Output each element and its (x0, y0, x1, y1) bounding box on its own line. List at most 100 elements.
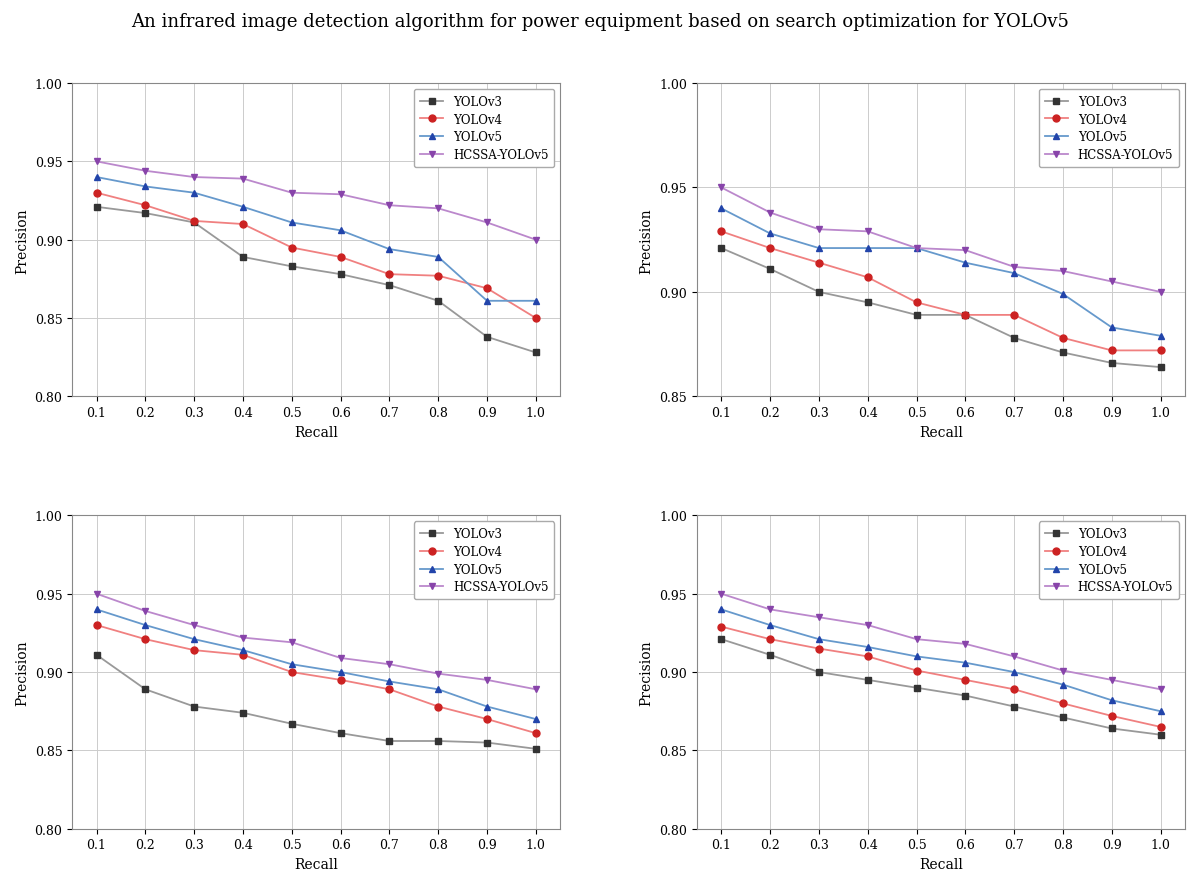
Line: YOLOv3: YOLOv3 (718, 636, 1164, 738)
Line: YOLOv3: YOLOv3 (718, 245, 1164, 371)
Legend: YOLOv3, YOLOv4, YOLOv5, HCSSA-YOLOv5: YOLOv3, YOLOv4, YOLOv5, HCSSA-YOLOv5 (1039, 522, 1180, 600)
HCSSA-YOLOv5 (284, 637, 299, 648)
Legend: YOLOv3, YOLOv4, YOLOv5, HCSSA-YOLOv5: YOLOv3, YOLOv4, YOLOv5, HCSSA-YOLOv5 (414, 89, 554, 167)
Line: YOLOv4: YOLOv4 (718, 624, 1164, 731)
YOLOv3 (529, 743, 544, 754)
HCSSA-YOLOv5 (1056, 267, 1070, 277)
YOLOv3 (383, 281, 397, 291)
YOLOv3 (187, 702, 202, 712)
YOLOv5 (284, 659, 299, 670)
YOLOv4 (958, 310, 972, 321)
Line: YOLOv5: YOLOv5 (718, 206, 1164, 340)
YOLOv5 (1153, 706, 1168, 717)
YOLOv5 (763, 229, 778, 239)
YOLOv3 (284, 719, 299, 729)
YOLOv3 (763, 649, 778, 660)
YOLOv4 (1056, 333, 1070, 344)
HCSSA-YOLOv5 (1007, 262, 1021, 273)
HCSSA-YOLOv5 (860, 620, 875, 631)
HCSSA-YOLOv5 (811, 225, 826, 236)
HCSSA-YOLOv5 (235, 174, 250, 184)
YOLOv3 (958, 310, 972, 321)
YOLOv5 (860, 244, 875, 254)
YOLOv4 (1153, 722, 1168, 733)
YOLOv5 (334, 226, 348, 237)
YOLOv4 (284, 667, 299, 678)
YOLOv5 (714, 604, 728, 615)
HCSSA-YOLOv5 (529, 235, 544, 245)
YOLOv5 (763, 620, 778, 631)
Y-axis label: Precision: Precision (16, 640, 29, 705)
YOLOv4 (89, 620, 103, 631)
YOLOv5 (284, 218, 299, 229)
HCSSA-YOLOv5 (1104, 675, 1118, 686)
YOLOv3 (383, 736, 397, 747)
HCSSA-YOLOv5 (529, 684, 544, 695)
YOLOv5 (529, 714, 544, 725)
HCSSA-YOLOv5 (958, 245, 972, 256)
YOLOv4 (1007, 684, 1021, 695)
YOLOv3 (811, 667, 826, 678)
Text: An infrared image detection algorithm for power equipment based on search optimi: An infrared image detection algorithm fo… (131, 13, 1069, 31)
YOLOv3 (89, 649, 103, 660)
YOLOv5 (1056, 290, 1070, 300)
YOLOv5 (431, 253, 445, 263)
YOLOv5 (1104, 696, 1118, 706)
YOLOv3 (714, 634, 728, 645)
YOLOv4 (138, 634, 152, 645)
HCSSA-YOLOv5 (480, 218, 494, 229)
YOLOv3 (714, 244, 728, 254)
HCSSA-YOLOv5 (860, 227, 875, 237)
YOLOv4 (1007, 310, 1021, 321)
YOLOv5 (431, 684, 445, 695)
Line: YOLOv3: YOLOv3 (94, 204, 539, 356)
Line: HCSSA-YOLOv5: HCSSA-YOLOv5 (94, 591, 539, 693)
YOLOv5 (714, 204, 728, 214)
HCSSA-YOLOv5 (138, 606, 152, 617)
HCSSA-YOLOv5 (811, 612, 826, 623)
HCSSA-YOLOv5 (714, 589, 728, 600)
HCSSA-YOLOv5 (1007, 651, 1021, 662)
YOLOv4 (89, 188, 103, 198)
YOLOv5 (89, 604, 103, 615)
Line: YOLOv4: YOLOv4 (94, 622, 539, 737)
YOLOv3 (431, 736, 445, 747)
X-axis label: Recall: Recall (919, 857, 962, 871)
Legend: YOLOv3, YOLOv4, YOLOv5, HCSSA-YOLOv5: YOLOv3, YOLOv4, YOLOv5, HCSSA-YOLOv5 (1039, 89, 1180, 167)
YOLOv4 (138, 201, 152, 212)
YOLOv5 (1153, 331, 1168, 342)
HCSSA-YOLOv5 (431, 204, 445, 214)
YOLOv3 (334, 728, 348, 739)
HCSSA-YOLOv5 (89, 157, 103, 167)
YOLOv4 (910, 665, 924, 676)
HCSSA-YOLOv5 (138, 167, 152, 177)
YOLOv5 (235, 202, 250, 213)
X-axis label: Recall: Recall (919, 425, 962, 439)
YOLOv4 (334, 253, 348, 263)
Y-axis label: Precision: Precision (640, 207, 654, 273)
YOLOv3 (763, 264, 778, 275)
YOLOv4 (860, 273, 875, 284)
YOLOv3 (431, 296, 445, 307)
YOLOv3 (187, 218, 202, 229)
YOLOv3 (480, 332, 494, 343)
HCSSA-YOLOv5 (284, 188, 299, 198)
X-axis label: Recall: Recall (294, 425, 338, 439)
YOLOv4 (235, 220, 250, 230)
YOLOv5 (910, 651, 924, 662)
YOLOv5 (529, 296, 544, 307)
X-axis label: Recall: Recall (294, 857, 338, 871)
YOLOv3 (89, 202, 103, 213)
YOLOv3 (235, 708, 250, 719)
Line: HCSSA-YOLOv5: HCSSA-YOLOv5 (94, 159, 539, 244)
YOLOv4 (860, 651, 875, 662)
YOLOv4 (187, 216, 202, 227)
YOLOv4 (187, 645, 202, 656)
HCSSA-YOLOv5 (89, 589, 103, 600)
HCSSA-YOLOv5 (958, 639, 972, 649)
YOLOv3 (860, 298, 875, 308)
YOLOv5 (383, 676, 397, 687)
YOLOv3 (1056, 712, 1070, 723)
YOLOv4 (811, 643, 826, 654)
YOLOv3 (860, 675, 875, 686)
